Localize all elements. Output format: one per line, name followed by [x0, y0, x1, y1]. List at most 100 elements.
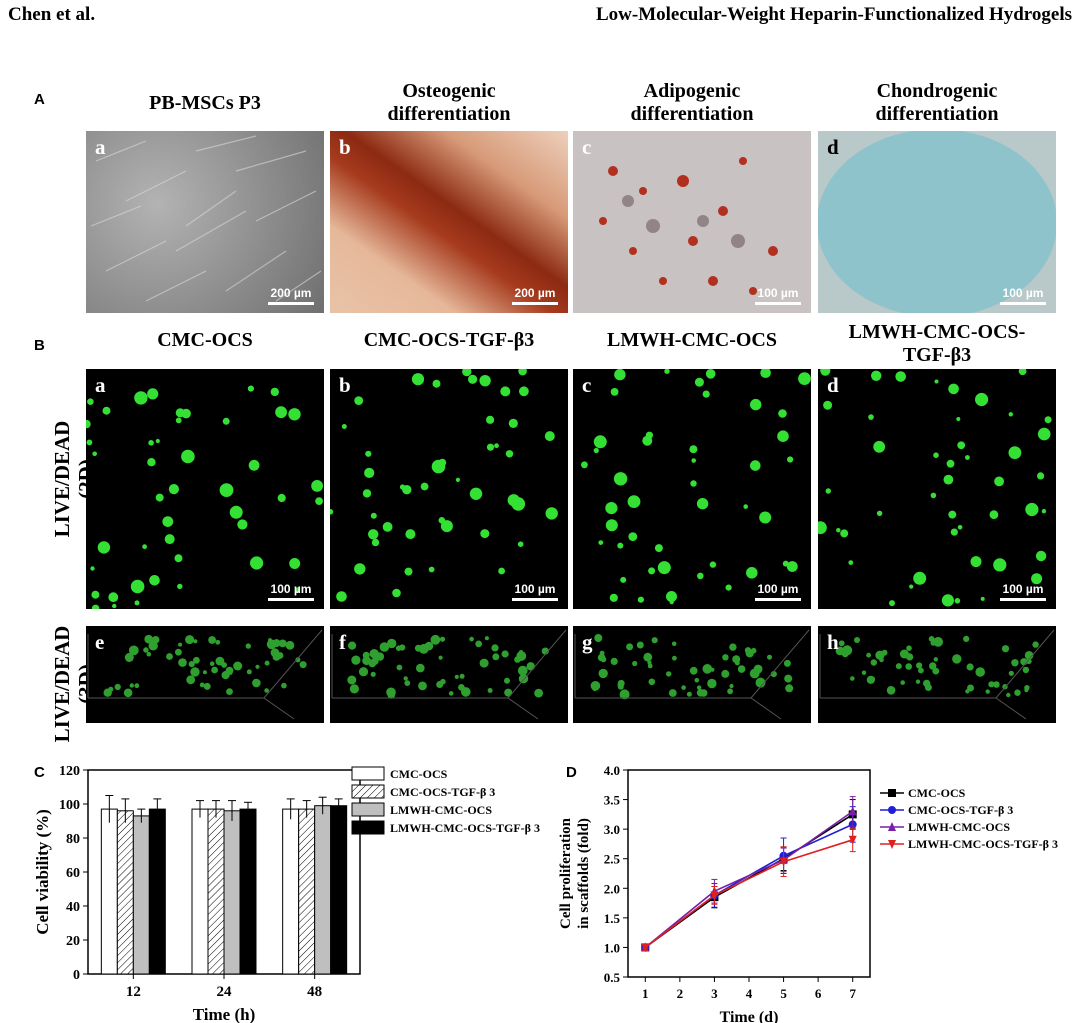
scale-bar: 100 µm: [268, 582, 314, 601]
panel-a-label: A: [34, 91, 45, 108]
plot-frame: [627, 769, 871, 978]
data-point: [779, 857, 788, 867]
legend-marker: [888, 822, 896, 831]
data-point: [848, 806, 857, 816]
image-letter: e: [95, 630, 105, 654]
image-letter: a: [95, 135, 106, 159]
y-tick-label: 60: [66, 866, 80, 881]
image-letter: h: [827, 630, 839, 654]
legend-label: LMWH-CMC-OCS: [908, 820, 1010, 834]
y-tick-label: 120: [59, 764, 80, 779]
image-letter: f: [339, 630, 346, 654]
bar: [132, 815, 150, 975]
y-tick-label: 0.5: [604, 970, 621, 985]
y-tick-label: 0: [73, 968, 80, 983]
legend-swatch: [351, 802, 385, 817]
live-dead-3d-image: f: [330, 626, 568, 723]
y-tick-label: 4.0: [604, 763, 620, 778]
x-tick-label: 7: [849, 986, 856, 1001]
x-tick-label: 3: [711, 986, 718, 1001]
live-dead-3d-image: g: [573, 626, 811, 723]
y-tick-label: 2.5: [604, 852, 621, 867]
x-tick-label: 6: [815, 986, 822, 1001]
series-line: [644, 813, 854, 949]
data-point: [710, 891, 719, 901]
data-point: [641, 943, 650, 953]
bar: [148, 808, 166, 975]
panel-c-label: C: [34, 764, 45, 781]
image-osteogenic: b 200 µm: [330, 131, 568, 313]
image-pb-mscs-p3: a 200 µm: [86, 131, 324, 313]
bar: [223, 810, 241, 975]
legend-label: LMWH-CMC-OCS-TGF-β 3: [390, 821, 540, 835]
x-tick-label: 4: [746, 986, 753, 1001]
y-tick-label: 3.5: [604, 793, 621, 808]
scale-bar: 100 µm: [1000, 286, 1046, 305]
scale-bar: 200 µm: [512, 286, 558, 305]
bar: [282, 808, 300, 975]
y-axis-label-line1: Cell proliferation: [558, 817, 574, 929]
image-letter: c: [582, 373, 592, 397]
image-letter: d: [827, 373, 839, 397]
scale-bar: 100 µm: [1000, 582, 1046, 601]
scale-bar: 200 µm: [268, 286, 314, 305]
panel-d-label: D: [566, 764, 577, 781]
bar: [191, 808, 209, 975]
panel-b-label: B: [34, 337, 45, 354]
x-tick-label: 12: [126, 984, 141, 1000]
series-line: [644, 823, 854, 949]
bar: [298, 808, 316, 975]
legend-label: LMWH-CMC-OCS: [390, 803, 492, 817]
y-tick-label: 3.0: [604, 822, 620, 837]
panel-a-title-1: PB-MSCs P3: [149, 92, 261, 114]
y-tick-label: 2.0: [604, 881, 620, 896]
bar: [314, 805, 332, 975]
x-tick-label: 1: [642, 986, 649, 1001]
live-dead-3d-image: h: [818, 626, 1056, 723]
y-axis-label-line2: in scaffolds (fold): [576, 818, 592, 929]
panel-a-title-4: Chondrogenic differentiation: [875, 80, 999, 125]
legend-swatch: [351, 820, 385, 835]
panel-b-title-4: LMWH-CMC-OCS- TGF-β3: [848, 321, 1026, 366]
image-letter: b: [339, 373, 351, 397]
panel-b-title-3: LMWH-CMC-OCS: [607, 329, 777, 351]
x-axis-label: Time (d): [720, 1009, 779, 1023]
legend-label: CMC-OCS: [908, 786, 966, 800]
image-letter: b: [339, 135, 351, 159]
legend-label: LMWH-CMC-OCS-TGF-β 3: [908, 837, 1058, 851]
x-tick-label: 5: [780, 986, 787, 1001]
x-tick-label: 48: [307, 984, 322, 1000]
y-axis-label: Cell viability (%): [33, 809, 52, 935]
panel-a-title-2: Osteogenic differentiation: [387, 80, 511, 125]
header-author: Chen et al.: [8, 4, 96, 25]
legend-marker: [888, 806, 896, 814]
bar: [330, 805, 348, 975]
scale-bar: 100 µm: [755, 286, 801, 305]
scale-bar: 100 µm: [512, 582, 558, 601]
series-line: [644, 839, 853, 949]
image-letter: d: [827, 135, 839, 159]
scale-bar: 100 µm: [755, 582, 801, 601]
image-chondrogenic: d 100 µm: [818, 131, 1056, 313]
y-tick-label: 1.5: [604, 911, 621, 926]
bar: [116, 810, 134, 975]
y-tick-label: 1.0: [604, 940, 620, 955]
legend-label: CMC-OCS-TGF-β 3: [390, 785, 495, 799]
series-line: [644, 810, 854, 949]
header-title: Low-Molecular-Weight Heparin-Functionali…: [595, 4, 1072, 25]
bar: [239, 808, 257, 975]
legend-marker: [888, 840, 896, 849]
x-tick-label: 24: [217, 984, 233, 1000]
image-letter: g: [582, 630, 593, 654]
chart-cell-proliferation: 0.5 1.0 1.5 2.0 2.5 3.0 3.5 4.0 1 2 3 4 5 6 7 Time (d) C…: [558, 763, 1058, 1023]
image-letter: a: [95, 373, 106, 397]
y-tick-label: 80: [66, 832, 80, 847]
image-letter: c: [582, 135, 592, 159]
live-dead-2d-image: a 100 µm: [86, 369, 324, 609]
y-tick-label: 100: [59, 798, 80, 813]
data-point: [848, 835, 857, 845]
bar: [100, 808, 118, 975]
live-dead-2d-image: b 100 µm: [330, 369, 568, 609]
legend-label: CMC-OCS: [390, 767, 448, 781]
legend-swatch: [351, 784, 385, 799]
